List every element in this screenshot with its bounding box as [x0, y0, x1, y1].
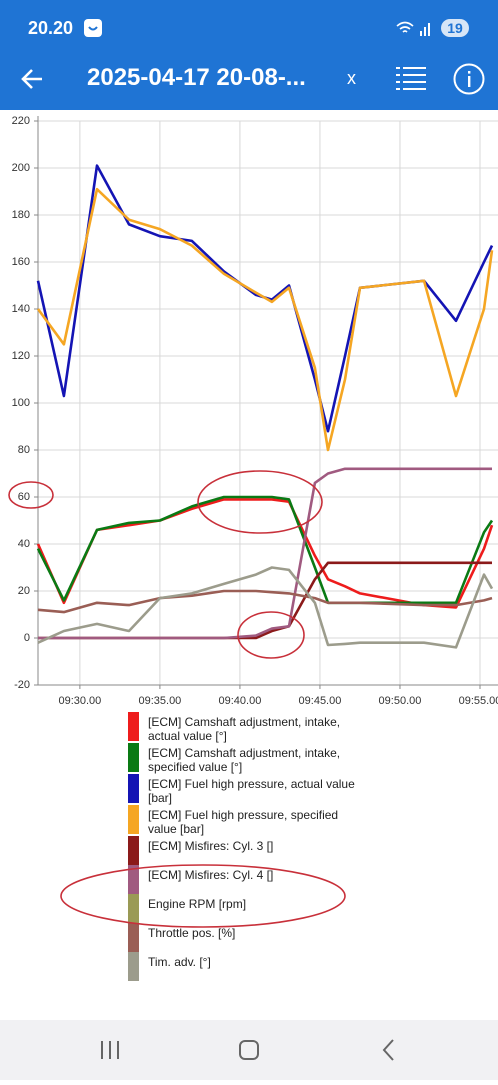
- legend-label: Tim. adv. [°]: [148, 955, 211, 969]
- y-tick-label: 120: [12, 350, 30, 362]
- x-tick-label: 09:35.00: [138, 695, 181, 707]
- legend-label: [ECM] Misfires: Cyl. 4 []: [148, 868, 274, 882]
- x-tick-label: 09:30.00: [58, 695, 101, 707]
- x-tick-label: 09:55.00: [459, 695, 498, 707]
- notification-icon: [84, 19, 102, 37]
- legend-label: [ECM] Misfires: Cyl. 3 []: [148, 839, 274, 853]
- legend-swatch: [128, 923, 139, 952]
- app-title: 2025-04-17 20-08-...: [87, 64, 306, 91]
- y-tick-label: 180: [12, 209, 30, 221]
- legend-swatch: [128, 712, 139, 741]
- y-tick-label: 60: [18, 491, 30, 503]
- y-tick-label: 100: [12, 397, 30, 409]
- legend-swatch: [128, 952, 139, 981]
- info-button[interactable]: [453, 63, 485, 95]
- legend-item: [ECM] Misfires: Cyl. 4 []: [128, 865, 368, 894]
- list-button[interactable]: [396, 65, 426, 91]
- legend-item: Engine RPM [rpm]: [128, 894, 368, 923]
- y-tick-label: -20: [14, 679, 30, 691]
- y-tick-label: 20: [18, 585, 30, 597]
- legend-swatch: [128, 743, 139, 772]
- signal-icons: [396, 21, 430, 36]
- legend-label: [ECM] Fuel high pressure, specified valu…: [148, 808, 339, 836]
- status-bar: 20.20 19: [0, 0, 498, 48]
- series-line: [36, 187, 494, 452]
- legend-item: [ECM] Camshaft adjustment, intake, actua…: [128, 712, 368, 743]
- series-line: [36, 495, 494, 605]
- legend-swatch: [128, 774, 139, 803]
- legend-swatch: [128, 836, 139, 865]
- legend-item: Throttle pos. [%]: [128, 923, 368, 952]
- battery: 19: [441, 19, 469, 37]
- x-tick-label: 09:50.00: [379, 695, 422, 707]
- x-tick-label: 09:40.00: [219, 695, 262, 707]
- legend-swatch: [128, 865, 139, 894]
- y-tick-label: 80: [18, 444, 30, 456]
- series-line: [37, 566, 494, 649]
- nav-icons: [101, 1039, 394, 1061]
- y-tick-label: 220: [12, 115, 30, 127]
- y-tick-label: 160: [12, 256, 30, 268]
- x-tick-label: 09:45.00: [299, 695, 342, 707]
- legend-swatch: [128, 894, 139, 923]
- legend: [ECM] Camshaft adjustment, intake, actua…: [128, 712, 368, 981]
- legend-item: [ECM] Fuel high pressure, specified valu…: [128, 805, 368, 836]
- close-button[interactable]: x: [347, 68, 356, 88]
- y-tick-label: 200: [12, 162, 30, 174]
- nav-bar: [0, 1020, 498, 1080]
- y-tick-label: 140: [12, 303, 30, 315]
- legend-label: Engine RPM [rpm]: [148, 897, 247, 911]
- legend-label: [ECM] Fuel high pressure, actual value […: [148, 777, 355, 805]
- back-button[interactable]: [20, 67, 44, 91]
- legend-item: [ECM] Fuel high pressure, actual value […: [128, 774, 368, 805]
- legend-item: Tim. adv. [°]: [128, 952, 368, 981]
- legend-label: [ECM] Camshaft adjustment, intake, speci…: [148, 746, 341, 774]
- legend-label: [ECM] Camshaft adjustment, intake, actua…: [148, 715, 341, 743]
- legend-label: Throttle pos. [%]: [148, 926, 236, 940]
- app-bar: 2025-04-17 20-08-... x: [0, 48, 498, 110]
- clock: 20.20: [28, 18, 74, 38]
- chart: -20 0 20 40 60 80 100 120 140 160 180 200 220 09:30.0…: [12, 115, 498, 707]
- legend-item: [ECM] Camshaft adjustment, intake, speci…: [128, 743, 368, 774]
- series-line: [38, 467, 492, 640]
- series-line: [37, 589, 493, 614]
- legend-swatch: [128, 805, 139, 834]
- y-tick-label: 0: [24, 632, 30, 644]
- y-tick-label: 40: [18, 538, 30, 550]
- legend-item: [ECM] Misfires: Cyl. 3 []: [128, 836, 368, 865]
